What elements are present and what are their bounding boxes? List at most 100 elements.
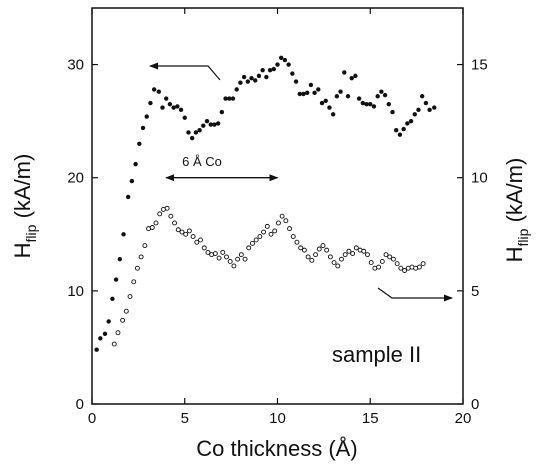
data-point-open	[365, 252, 370, 258]
data-point-filled	[371, 104, 377, 109]
data-point-filled	[397, 132, 403, 137]
data-point-open	[194, 239, 200, 245]
data-point-filled	[342, 70, 347, 75]
y-left-unit: (kA/m)	[10, 154, 35, 225]
data-point-open	[342, 252, 348, 258]
data-point-filled	[208, 122, 213, 127]
data-point-filled	[356, 96, 362, 101]
data-point-filled	[219, 109, 225, 115]
data-point-filled	[148, 100, 153, 106]
data-point-filled	[106, 319, 111, 324]
data-point-filled	[133, 161, 138, 167]
data-point-filled	[364, 101, 369, 107]
data-point-open	[316, 246, 322, 252]
data-point-filled	[178, 107, 184, 113]
data-point-filled	[375, 94, 380, 99]
y-left-tick-label: 0	[76, 396, 84, 413]
data-point-open	[390, 256, 396, 262]
y-left-tick-label: 10	[67, 283, 84, 300]
data-point-filled	[401, 126, 406, 132]
data-point-filled	[241, 74, 247, 80]
data-point-filled	[312, 90, 317, 96]
data-point-filled	[290, 71, 295, 76]
data-point-filled	[245, 79, 251, 84]
data-point-filled	[189, 135, 195, 141]
data-point-open	[115, 330, 121, 336]
data-point-open	[383, 252, 389, 258]
y-axis-title-left: Hflip (kA/m)	[10, 154, 39, 259]
y-right-tick-label: 10	[471, 170, 488, 187]
period-label: 6 Å Co	[182, 154, 222, 169]
y-right-tick-label: 5	[471, 283, 479, 300]
data-point-open	[361, 248, 367, 254]
y-left-sub: flip	[23, 224, 39, 242]
data-point-filled	[297, 91, 302, 97]
data-point-filled	[102, 331, 108, 337]
data-point-filled	[137, 141, 142, 146]
data-point-filled	[151, 87, 157, 92]
data-point-open	[216, 255, 222, 261]
data-point-open	[168, 213, 174, 219]
data-point-filled	[201, 123, 206, 128]
data-point-open	[261, 229, 267, 235]
data-point-filled	[238, 80, 243, 85]
data-point-open	[186, 228, 192, 234]
left-axis-pointer-arrow	[149, 62, 221, 81]
data-point-filled	[412, 112, 417, 117]
data-point-open	[201, 245, 207, 251]
data-point-open	[398, 265, 404, 271]
data-point-filled	[144, 114, 149, 119]
data-point-open	[212, 251, 218, 256]
data-point-filled	[423, 100, 429, 106]
data-point-open	[253, 237, 259, 243]
data-point-filled	[264, 74, 269, 80]
x-tick-label: 20	[455, 410, 472, 427]
data-point-filled	[327, 105, 332, 110]
data-point-open	[279, 213, 285, 219]
data-point-open	[272, 228, 278, 234]
data-point-filled	[94, 347, 99, 352]
data-point-filled	[349, 75, 354, 81]
data-point-filled	[171, 105, 176, 110]
data-point-open	[257, 234, 263, 239]
data-point-filled	[117, 256, 123, 262]
data-point-open	[198, 237, 203, 243]
data-point-open	[350, 251, 356, 256]
data-point-filled	[308, 82, 314, 88]
data-point-open	[205, 249, 211, 255]
data-point-filled	[304, 90, 310, 96]
data-point-open	[149, 225, 155, 230]
data-point-open	[224, 254, 229, 260]
data-point-filled	[129, 178, 135, 184]
data-point-open	[142, 243, 148, 249]
x-tick-label: 5	[181, 410, 189, 427]
data-point-open	[157, 211, 163, 217]
data-point-filled	[110, 296, 115, 301]
data-point-filled	[390, 109, 395, 115]
data-point-open	[183, 231, 189, 237]
data-point-filled	[249, 75, 254, 81]
data-point-open	[309, 257, 315, 263]
data-point-filled	[227, 96, 232, 101]
data-point-open	[339, 256, 344, 262]
data-point-filled	[405, 121, 410, 126]
data-point-filled	[275, 62, 280, 67]
data-point-filled	[419, 94, 425, 99]
data-point-filled	[323, 98, 328, 103]
sample-label: sample II	[332, 342, 421, 367]
data-point-open	[320, 243, 326, 249]
data-point-open	[175, 227, 181, 233]
data-point-open	[111, 341, 117, 347]
data-point-filled	[156, 89, 161, 94]
data-point-filled	[282, 57, 288, 63]
svg-text:Hflip (kA/m): Hflip (kA/m)	[502, 158, 531, 263]
data-point-filled	[293, 79, 299, 84]
data-point-open	[287, 226, 293, 232]
data-point-open	[305, 254, 311, 260]
data-point-open	[172, 220, 177, 226]
data-point-open	[123, 308, 129, 314]
y-axis-title-right: Hflip (kA/m)	[502, 158, 531, 263]
data-point-filled	[353, 73, 358, 79]
data-marks	[94, 55, 437, 352]
